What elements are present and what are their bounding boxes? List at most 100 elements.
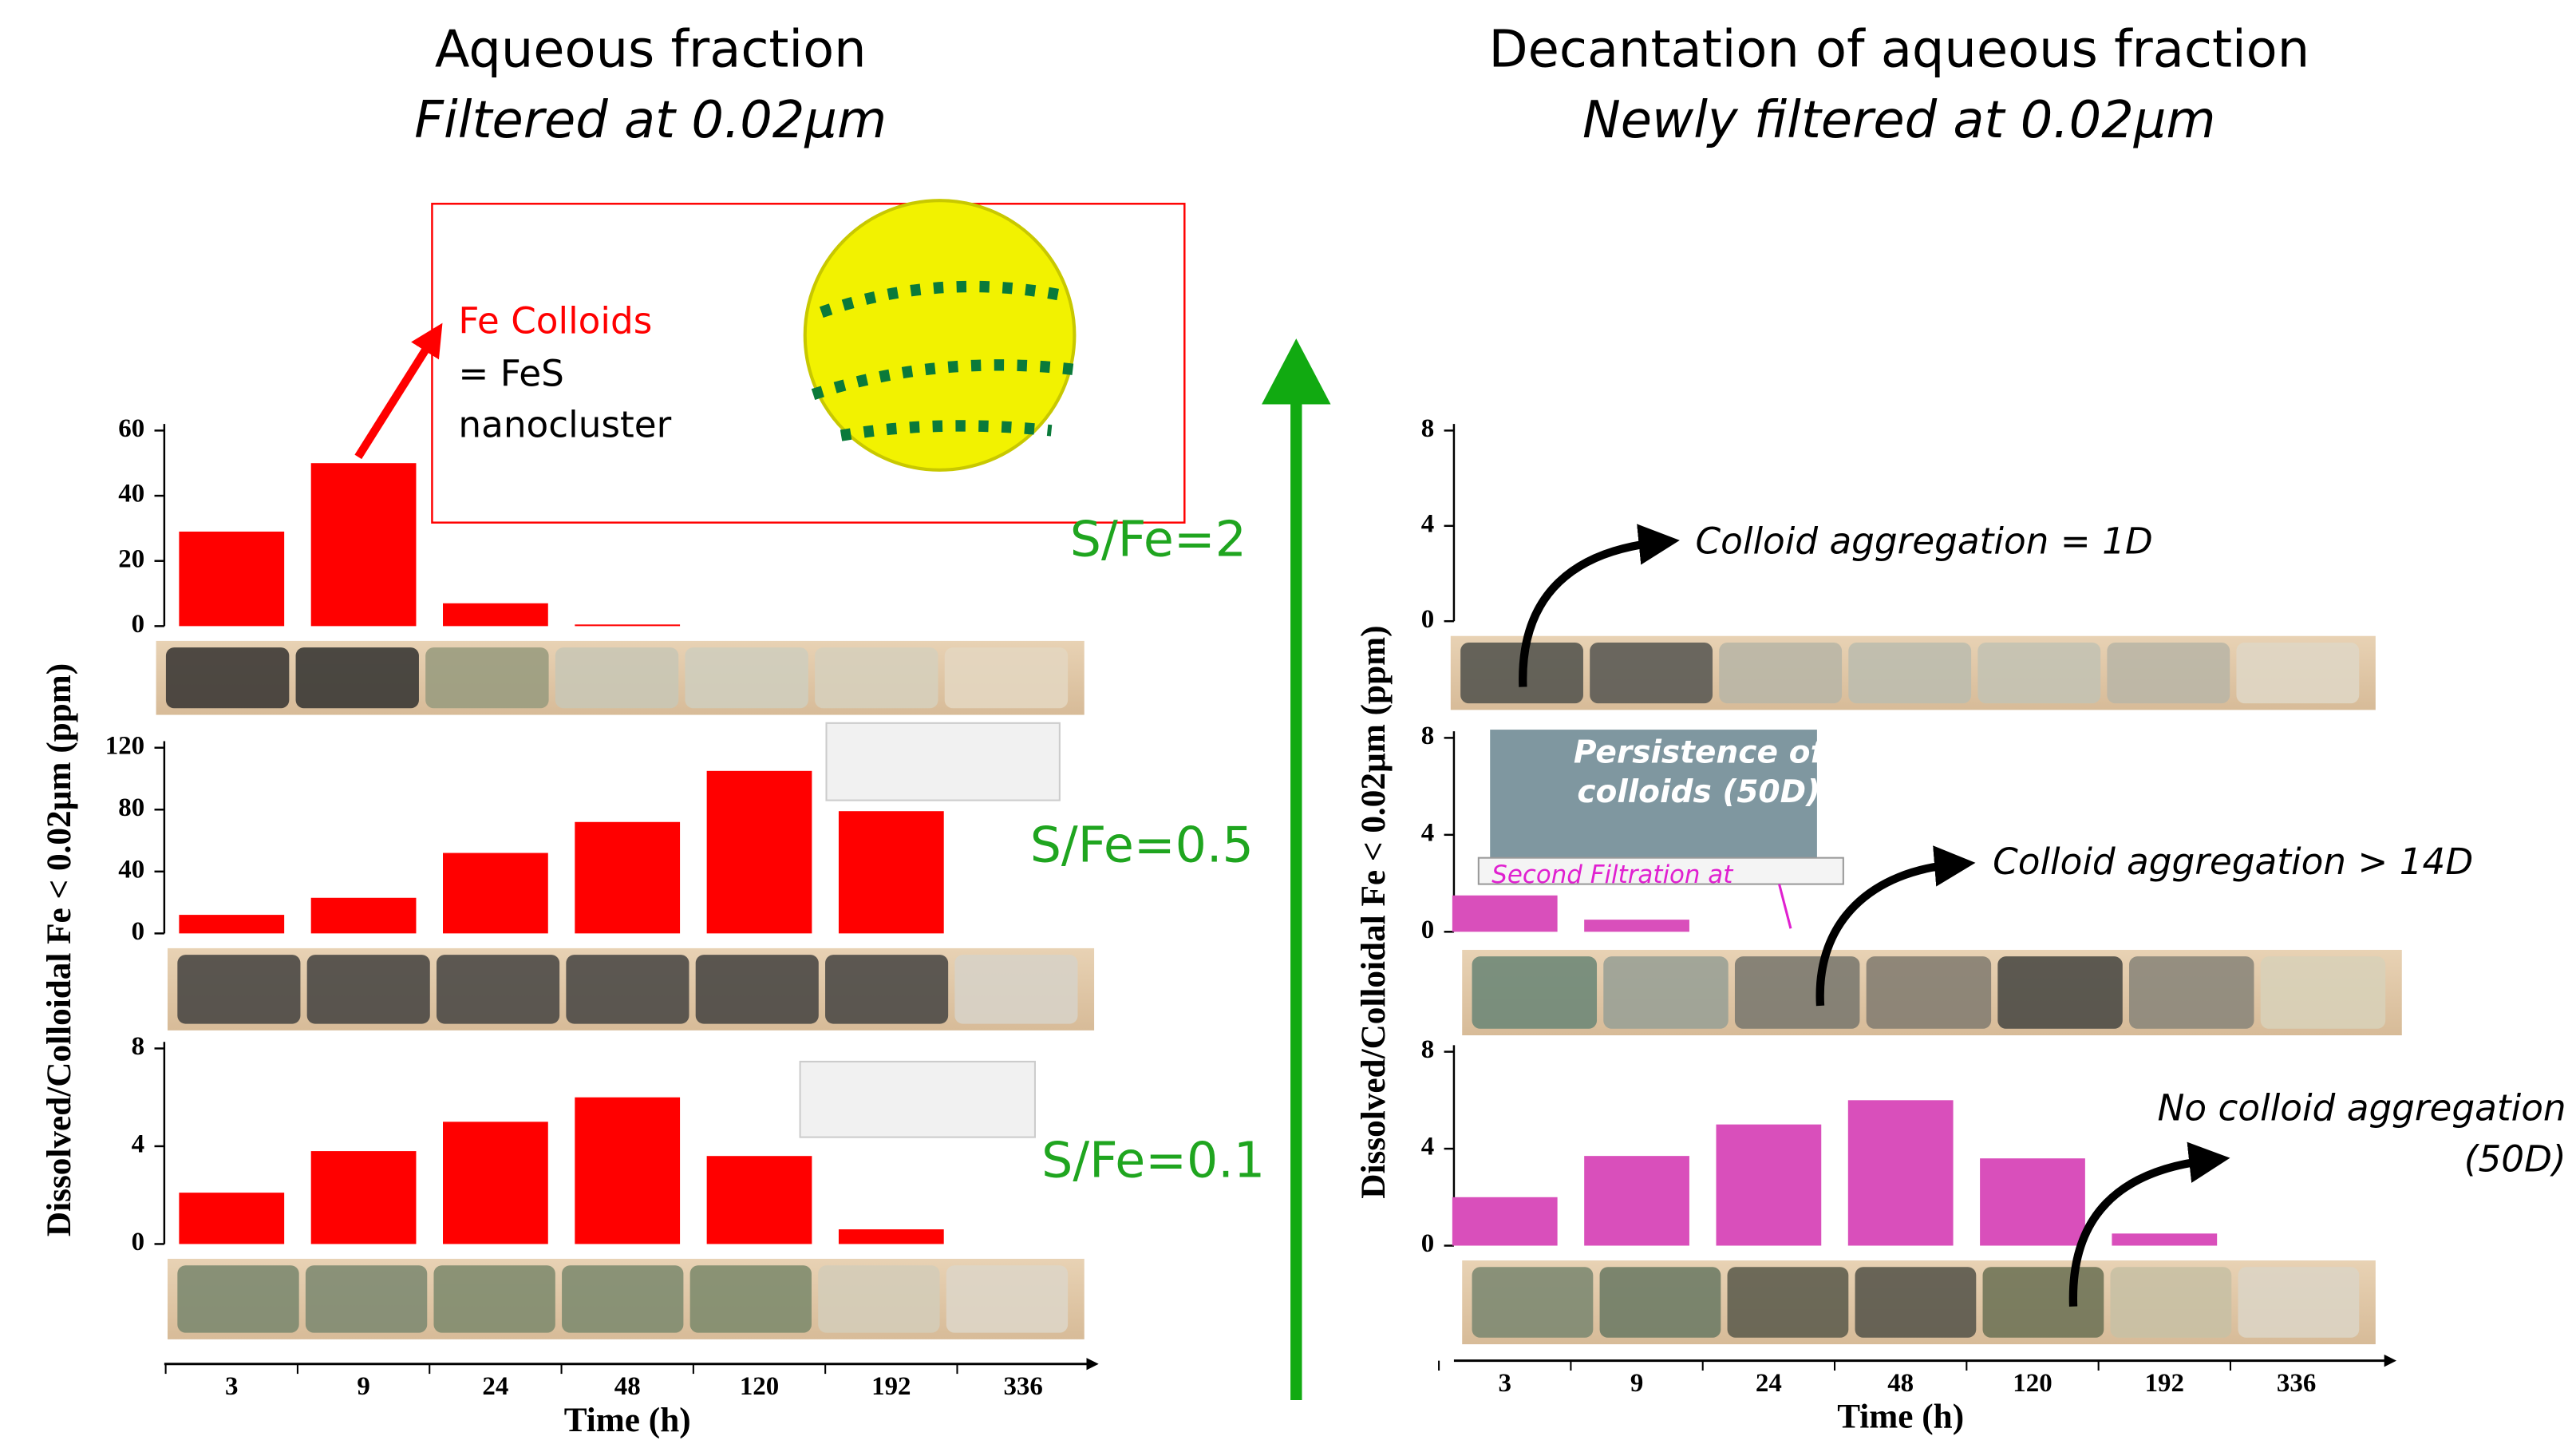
bar [575, 624, 680, 626]
fe-label: nanocluster [458, 403, 671, 445]
y-tick-label: 40 [118, 855, 144, 884]
vial [1728, 1267, 1849, 1338]
ratio-label: S/Fe=2 [1070, 510, 1247, 568]
vial [566, 955, 689, 1023]
x-tick-label: 9 [1630, 1369, 1643, 1398]
bar [1716, 1125, 1821, 1246]
vial [815, 647, 938, 708]
vial [2238, 1267, 2360, 1338]
chart-subtitle: Newly filtered at 0.02μm [1582, 91, 2216, 150]
vial [555, 647, 678, 708]
x-tick-label: 120 [2013, 1369, 2052, 1398]
y-tick-label: 60 [118, 414, 144, 443]
bar [179, 1193, 284, 1244]
fe-label: Fe Colloids [458, 300, 652, 342]
nanocluster-icon [805, 200, 1077, 470]
y-tick-label: 8 [1421, 1035, 1434, 1064]
vial [1735, 956, 1859, 1029]
x-tick-label: 192 [2145, 1369, 2184, 1398]
bar [839, 811, 944, 933]
vial [1472, 1267, 1594, 1338]
bar [311, 463, 417, 626]
vial [818, 1265, 939, 1332]
y-tick-label: 4 [132, 1130, 144, 1159]
vial [1600, 1267, 1721, 1338]
y-tick-label: 40 [118, 480, 144, 508]
figure: Fe Colloids = FeS nanocluster S/Fe=2 S/F… [0, 0, 2576, 1444]
bar [1584, 920, 1689, 932]
vial [433, 1265, 555, 1332]
inset-text: Persistence of [1574, 734, 1828, 770]
vial [177, 1265, 298, 1332]
annotation: Colloid aggregation = 1D [1696, 520, 2153, 562]
bar [839, 1229, 944, 1244]
bar [443, 1122, 548, 1244]
vial [1848, 643, 1971, 703]
y-tick-label: 0 [132, 1228, 144, 1256]
vial [946, 1265, 1068, 1332]
x-tick-label: 48 [614, 1372, 641, 1401]
bar [1452, 896, 1558, 932]
bar [1848, 1100, 1954, 1245]
vial [2111, 1267, 2232, 1338]
vial [306, 1265, 427, 1332]
chart-title: Decantation of aqueous fraction [1488, 20, 2309, 79]
vial [1867, 956, 1991, 1029]
inset-text: colloids (50D) [1577, 774, 1820, 810]
vial [425, 647, 548, 708]
inset-pointer [1780, 884, 1791, 929]
vial [1719, 643, 1842, 703]
bar [707, 1156, 812, 1244]
y-tick-label: 0 [1421, 605, 1434, 634]
annotation: (50D) [2464, 1138, 2566, 1181]
bar [1452, 1197, 1558, 1246]
x-tick-label: 9 [357, 1372, 369, 1401]
vial [954, 955, 1077, 1023]
vial [177, 955, 300, 1023]
y-tick-label: 4 [1421, 509, 1434, 538]
vial [690, 1265, 812, 1332]
y-tick-label: 8 [132, 1032, 144, 1061]
green-arrowhead [1262, 338, 1330, 404]
bar [311, 898, 417, 934]
inset-note: Second Filtration at [1491, 860, 1734, 889]
bar [575, 822, 680, 934]
y-tick-label: 20 [118, 544, 144, 573]
annotation: Colloid aggregation > 14D [1993, 841, 2473, 883]
y-tick-label: 8 [1421, 414, 1434, 443]
x-tick-label: 24 [482, 1372, 508, 1401]
vial [1983, 1267, 2104, 1338]
x-tick-label: 3 [225, 1372, 238, 1401]
x-tick-label: 3 [1499, 1369, 1511, 1398]
bar [1980, 1158, 2085, 1245]
vial [1590, 643, 1713, 703]
vial [696, 955, 819, 1023]
plots: Aqueous fractionFiltered at 0.02μmDissol… [40, 20, 2402, 1438]
vial [1472, 956, 1597, 1029]
vial [945, 647, 1068, 708]
vial [2107, 643, 2230, 703]
vial [825, 955, 948, 1023]
y-tick-label: 80 [118, 793, 144, 822]
y-tick-label: 4 [1421, 818, 1434, 847]
bar [1584, 1156, 1689, 1245]
y-tick-label: 0 [1421, 916, 1434, 944]
bar [443, 853, 548, 934]
ratio-label: S/Fe=0.5 [1030, 816, 1254, 873]
bar [2112, 1233, 2217, 1245]
bar [443, 603, 548, 627]
x-tick-label: 192 [871, 1372, 911, 1401]
bar [575, 1098, 680, 1244]
y-tick-label: 120 [105, 731, 144, 760]
annotation: No colloid aggregation [2158, 1087, 2566, 1129]
vial [2236, 643, 2359, 703]
y-tick-label: 0 [1421, 1229, 1434, 1258]
vial [1855, 1267, 1977, 1338]
vial [437, 955, 559, 1023]
x-tick-label: 336 [2277, 1369, 2316, 1398]
vial [2261, 956, 2385, 1029]
bar [179, 532, 284, 626]
bar [707, 771, 812, 934]
vial [166, 647, 289, 708]
x-tick-label: 336 [1003, 1372, 1042, 1401]
